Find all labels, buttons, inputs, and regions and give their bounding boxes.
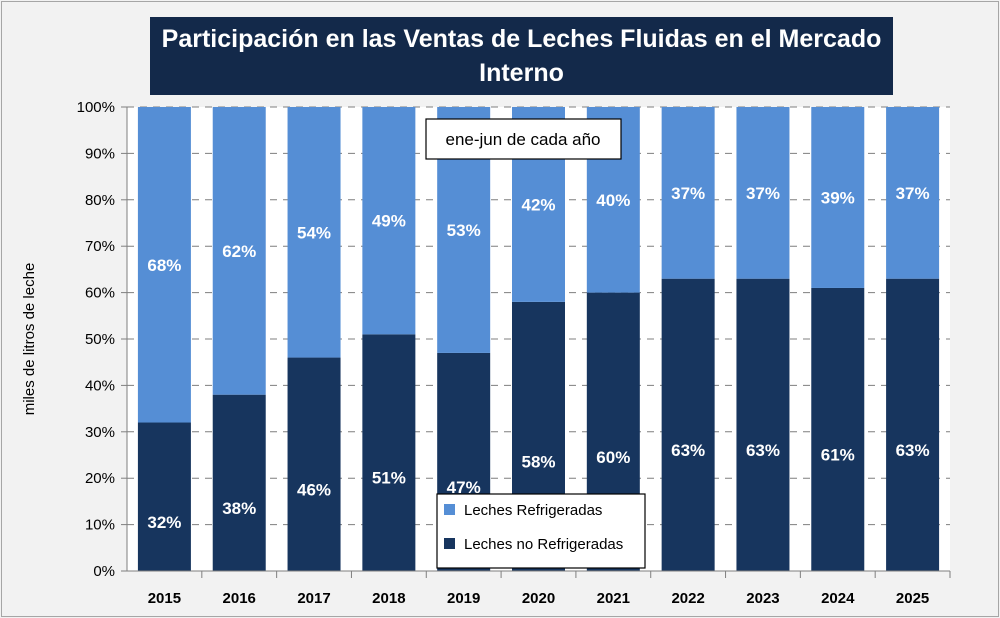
y-tick-label: 70% [85, 238, 115, 255]
bar-no-refrigeradas [212, 394, 266, 571]
data-label: 37% [746, 184, 780, 203]
x-tick-label: 2018 [372, 590, 405, 607]
legend-swatch [444, 504, 455, 515]
data-label: 63% [896, 441, 930, 460]
annotation-text: ene-jun de cada año [445, 130, 600, 149]
data-label: 54% [297, 223, 331, 242]
data-label: 38% [222, 499, 256, 518]
x-tick-label: 2015 [148, 590, 181, 607]
data-label: 63% [746, 441, 780, 460]
x-tick-label: 2020 [522, 590, 555, 607]
data-label: 39% [821, 188, 855, 207]
data-label: 42% [521, 195, 555, 214]
y-tick-label: 30% [85, 424, 115, 441]
data-label: 47% [447, 478, 481, 497]
bar-no-refrigeradas [137, 422, 191, 571]
y-tick-label: 60% [85, 285, 115, 302]
bar-refrigeradas [212, 107, 266, 395]
data-label: 53% [447, 221, 481, 240]
legend-swatch [444, 538, 455, 549]
bar-refrigeradas [661, 107, 715, 279]
y-tick-label: 100% [77, 99, 115, 116]
data-label: 49% [372, 212, 406, 231]
data-label: 61% [821, 445, 855, 464]
data-label: 60% [596, 448, 630, 467]
y-tick-label: 0% [93, 563, 115, 580]
data-label: 32% [147, 513, 181, 532]
y-tick-label: 90% [85, 145, 115, 162]
data-label: 40% [596, 191, 630, 210]
chart-title: Participación en las Ventas de Leches Fl… [150, 17, 893, 95]
x-tick-label: 2016 [223, 590, 256, 607]
x-tick-label: 2025 [896, 590, 929, 607]
data-label: 62% [222, 242, 256, 261]
bar-refrigeradas [811, 107, 865, 288]
x-tick-label: 2022 [671, 590, 704, 607]
data-label: 37% [671, 184, 705, 203]
legend-label: Leches Refrigeradas [464, 502, 602, 519]
y-tick-label: 20% [85, 470, 115, 487]
data-label: 37% [896, 184, 930, 203]
bar-no-refrigeradas [736, 278, 790, 571]
bar-no-refrigeradas [362, 334, 416, 571]
bar-no-refrigeradas [886, 278, 940, 571]
bar-refrigeradas [736, 107, 790, 279]
bar-no-refrigeradas [287, 357, 341, 571]
legend-label: Leches no Refrigeradas [464, 536, 623, 553]
bar-no-refrigeradas [811, 287, 865, 571]
x-tick-label: 2024 [821, 590, 855, 607]
y-tick-label: 10% [85, 517, 115, 534]
bar-refrigeradas [886, 107, 940, 279]
x-tick-label: 2017 [297, 590, 330, 607]
data-label: 51% [372, 469, 406, 488]
annotation-box [425, 118, 622, 160]
data-label: 46% [297, 480, 331, 499]
x-tick-label: 2019 [447, 590, 480, 607]
y-axis-title: miles de litros de leche [21, 263, 38, 416]
legend [436, 493, 646, 569]
data-label: 63% [671, 441, 705, 460]
bar-refrigeradas [362, 107, 416, 335]
bar-no-refrigeradas [661, 278, 715, 571]
bar-refrigeradas [287, 107, 341, 358]
bar-refrigeradas [137, 107, 191, 423]
data-label: 58% [521, 452, 555, 471]
x-tick-label: 2021 [597, 590, 630, 607]
data-label: 68% [147, 256, 181, 275]
x-tick-label: 2023 [746, 590, 779, 607]
y-tick-label: 50% [85, 331, 115, 348]
y-tick-label: 40% [85, 377, 115, 394]
y-tick-label: 80% [85, 192, 115, 209]
